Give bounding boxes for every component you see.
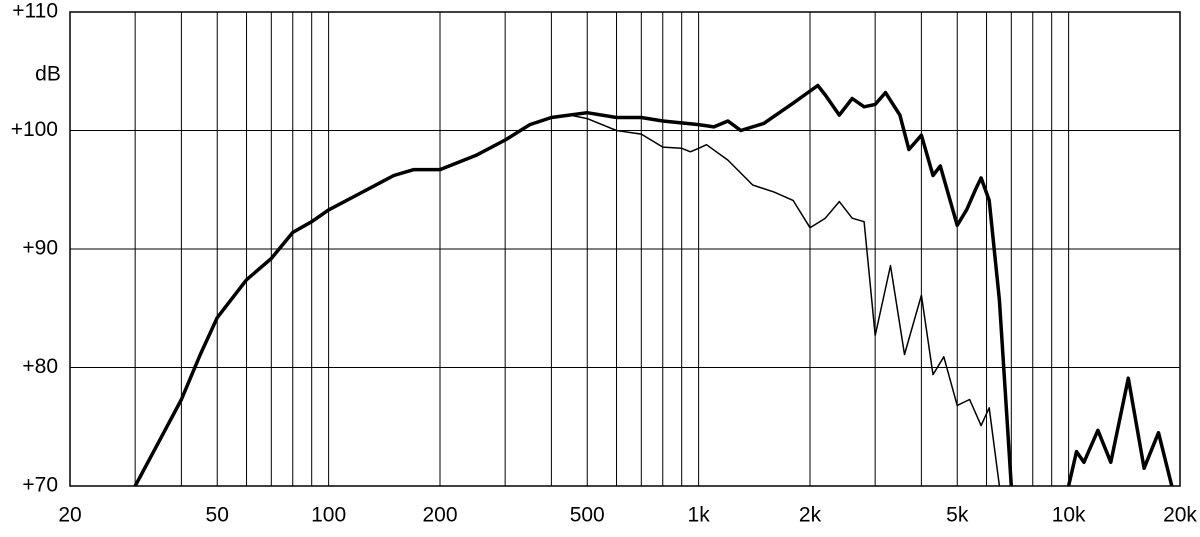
y-axis-label: dB	[35, 63, 61, 86]
y-tick-label: +70	[22, 474, 58, 497]
plot-frame	[69, 11, 1181, 487]
x-tick-label: 1k	[688, 504, 711, 527]
x-tick-label: 200	[422, 504, 457, 527]
x-tick-label: 5k	[946, 504, 969, 527]
response-line	[550, 114, 1001, 486]
x-tick-label: 2k	[799, 504, 822, 527]
y-tick-label: +110	[12, 0, 58, 23]
response-line	[133, 83, 1174, 486]
grid	[69, 11, 1181, 487]
x-tick-label: 20	[58, 504, 81, 527]
x-tick-label: 500	[570, 504, 605, 527]
x-tick-label: 10k	[1052, 504, 1086, 527]
x-tick-label: 50	[206, 504, 229, 527]
x-tick-label: 100	[311, 504, 346, 527]
x-tick-label: 20k	[1163, 504, 1197, 527]
y-tick-label: +80	[22, 355, 58, 378]
y-tick-label: +100	[11, 118, 58, 141]
y-tick-label: +90	[22, 237, 58, 260]
plot-area	[133, 83, 1174, 486]
